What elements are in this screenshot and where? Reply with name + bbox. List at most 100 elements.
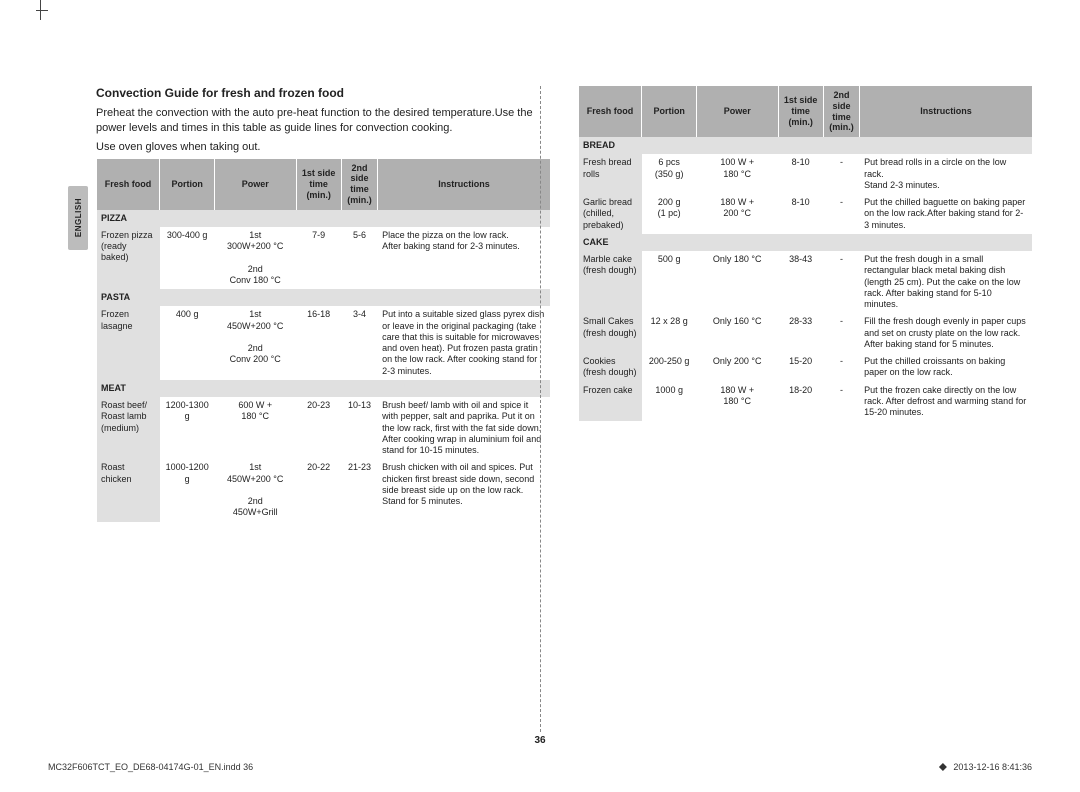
cell-power: 180 W +200 °C <box>696 194 778 234</box>
language-label: ENGLISH <box>74 198 83 237</box>
section-name: BREAD <box>579 137 1033 154</box>
th-food: Fresh food <box>97 159 160 210</box>
guide-table-left: Fresh food Portion Power 1st side time (… <box>96 159 550 522</box>
cell-portion: 6 pcs(350 g) <box>642 154 696 194</box>
cell-food: Frozen lasagne <box>97 306 160 380</box>
th-portion: Portion <box>160 159 214 210</box>
left-column: ENGLISH Convection Guide for fresh and f… <box>96 86 550 732</box>
cell-power: 1st300W+200 °C2ndConv 180 °C <box>214 227 296 289</box>
cell-instr: Fill the fresh dough evenly in paper cup… <box>860 313 1032 353</box>
cell-food: Roast chicken <box>97 459 160 521</box>
cell-instr: Place the pizza on the low rack.After ba… <box>378 227 550 289</box>
cell-t2: 5-6 <box>341 227 377 289</box>
cell-instr: Put the chilled baguette on baking paper… <box>860 194 1032 234</box>
table-header-row: Fresh food Portion Power 1st side time (… <box>579 86 1033 137</box>
cell-t1: 7-9 <box>296 227 341 289</box>
th-t2: 2nd side time (min.) <box>341 159 377 210</box>
cell-t2: 3-4 <box>341 306 377 380</box>
cell-food: Small Cakes (fresh dough) <box>579 313 642 353</box>
table-row: Small Cakes (fresh dough)12 x 28 gOnly 1… <box>579 313 1033 353</box>
table-row: Frozen pizza (ready baked)300-400 g1st30… <box>97 227 551 289</box>
cell-t2: - <box>823 154 859 194</box>
cell-instr: Brush beef/ lamb with oil and spice it w… <box>378 397 550 459</box>
section-row: MEAT <box>97 380 551 397</box>
cell-t2: - <box>823 313 859 353</box>
cell-portion: 1200-1300 g <box>160 397 214 459</box>
table-row: Cookies (fresh dough)200-250 gOnly 200 °… <box>579 353 1033 382</box>
cell-power: 100 W +180 °C <box>696 154 778 194</box>
table-row: Frozen cake1000 g180 W +180 °C18-20-Put … <box>579 382 1033 422</box>
table-row: Frozen lasagne400 g1st450W+200 °C2ndConv… <box>97 306 551 380</box>
cell-t1: 16-18 <box>296 306 341 380</box>
cell-instr: Brush chicken with oil and spices. Put c… <box>378 459 550 521</box>
cell-t2: - <box>823 251 859 313</box>
th-t1: 1st side time (min.) <box>296 159 341 210</box>
section-row: BREAD <box>579 137 1033 154</box>
cell-power: 1st450W+200 °C2nd450W+Grill <box>214 459 296 521</box>
footer-file: MC32F606TCT_EO_DE68-04174G-01_EN.indd 36 <box>48 762 253 772</box>
cell-power: 1st450W+200 °C2ndConv 200 °C <box>214 306 296 380</box>
footer-time-text: 2013-12-16 8:41:36 <box>953 762 1032 772</box>
intro-2: Use oven gloves when taking out. <box>96 140 550 155</box>
page-number: 36 <box>0 735 1080 746</box>
cell-power: Only 200 °C <box>696 353 778 382</box>
cell-food: Marble cake (fresh dough) <box>579 251 642 313</box>
th-food: Fresh food <box>579 86 642 137</box>
cell-portion: 500 g <box>642 251 696 313</box>
cell-food: Frozen pizza (ready baked) <box>97 227 160 289</box>
language-tab: ENGLISH <box>68 186 88 250</box>
cell-food: Garlic bread (chilled, prebaked) <box>579 194 642 234</box>
column-divider <box>540 86 541 732</box>
cell-t2: 21-23 <box>341 459 377 521</box>
table-row: Garlic bread (chilled, prebaked)200 g(1 … <box>579 194 1033 234</box>
cell-power: Only 180 °C <box>696 251 778 313</box>
footer-timestamp: 2013-12-16 8:41:36 <box>935 762 1032 772</box>
cell-food: Fresh bread rolls <box>579 154 642 194</box>
section-name: PIZZA <box>97 210 551 227</box>
cell-t1: 18-20 <box>778 382 823 422</box>
table-row: Roast chicken1000-1200 g1st450W+200 °C2n… <box>97 459 551 521</box>
cell-t1: 28-33 <box>778 313 823 353</box>
section-name: CAKE <box>579 234 1033 251</box>
cell-portion: 12 x 28 g <box>642 313 696 353</box>
cell-t2: - <box>823 382 859 422</box>
table-row: Fresh bread rolls6 pcs(350 g)100 W +180 … <box>579 154 1033 194</box>
cell-t1: 8-10 <box>778 194 823 234</box>
cell-instr: Put bread rolls in a circle on the low r… <box>860 154 1032 194</box>
cell-food: Roast beef/ Roast lamb (medium) <box>97 397 160 459</box>
cell-food: Cookies (fresh dough) <box>579 353 642 382</box>
cell-instr: Put the fresh dough in a small rectangul… <box>860 251 1032 313</box>
cell-portion: 400 g <box>160 306 214 380</box>
content-area: ENGLISH Convection Guide for fresh and f… <box>96 86 1032 732</box>
th-t2: 2nd side time (min.) <box>823 86 859 137</box>
section-row: CAKE <box>579 234 1033 251</box>
section-name: MEAT <box>97 380 551 397</box>
th-t1: 1st side time (min.) <box>778 86 823 137</box>
cell-power: 600 W +180 °C <box>214 397 296 459</box>
th-power: Power <box>214 159 296 210</box>
right-column: Fresh food Portion Power 1st side time (… <box>578 86 1032 732</box>
th-power: Power <box>696 86 778 137</box>
cell-instr: Put into a suitable sized glass pyrex di… <box>378 306 550 380</box>
cell-food: Frozen cake <box>579 382 642 422</box>
cell-portion: 300-400 g <box>160 227 214 289</box>
th-portion: Portion <box>642 86 696 137</box>
cell-t1: 8-10 <box>778 154 823 194</box>
intro-1: Preheat the convection with the auto pre… <box>96 106 550 136</box>
cell-t2: - <box>823 194 859 234</box>
table-row: Marble cake (fresh dough)500 gOnly 180 °… <box>579 251 1033 313</box>
page: ENGLISH Convection Guide for fresh and f… <box>0 0 1080 792</box>
cell-t2: 10-13 <box>341 397 377 459</box>
table-row: Roast beef/ Roast lamb (medium)1200-1300… <box>97 397 551 459</box>
cell-portion: 1000-1200 g <box>160 459 214 521</box>
guide-table-right: Fresh food Portion Power 1st side time (… <box>578 86 1032 421</box>
cell-power: 180 W +180 °C <box>696 382 778 422</box>
crop-mark <box>40 0 48 20</box>
cell-t1: 15-20 <box>778 353 823 382</box>
th-instr: Instructions <box>860 86 1032 137</box>
cell-portion: 1000 g <box>642 382 696 422</box>
cell-portion: 200-250 g <box>642 353 696 382</box>
cell-t2: - <box>823 353 859 382</box>
cell-portion: 200 g(1 pc) <box>642 194 696 234</box>
section-row: PASTA <box>97 289 551 306</box>
